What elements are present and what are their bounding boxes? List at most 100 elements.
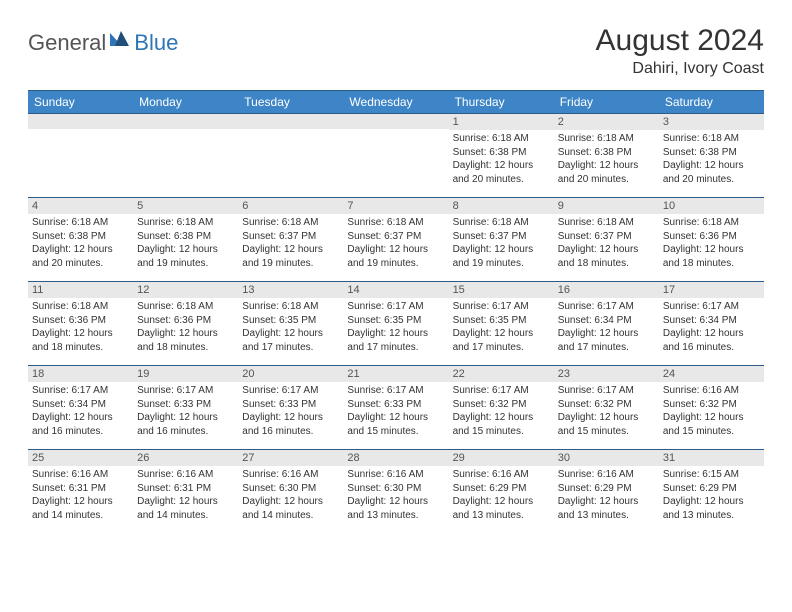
sunset-text: Sunset: 6:38 PM bbox=[453, 146, 550, 160]
sunrise-text: Sunrise: 6:17 AM bbox=[558, 384, 655, 398]
day-details: Sunrise: 6:15 AMSunset: 6:29 PMDaylight:… bbox=[659, 466, 764, 526]
day-details: Sunrise: 6:18 AMSunset: 6:37 PMDaylight:… bbox=[449, 214, 554, 274]
calendar-day-cell: 16Sunrise: 6:17 AMSunset: 6:34 PMDayligh… bbox=[554, 282, 659, 366]
calendar-day-cell: 12Sunrise: 6:18 AMSunset: 6:36 PMDayligh… bbox=[133, 282, 238, 366]
calendar-day-cell: 4Sunrise: 6:18 AMSunset: 6:38 PMDaylight… bbox=[28, 198, 133, 282]
daylight-text: Daylight: 12 hours and 16 minutes. bbox=[242, 411, 339, 438]
calendar-table: Sunday Monday Tuesday Wednesday Thursday… bbox=[28, 90, 764, 534]
calendar-day-cell: 30Sunrise: 6:16 AMSunset: 6:29 PMDayligh… bbox=[554, 450, 659, 534]
title-block: August 2024 Dahiri, Ivory Coast bbox=[596, 24, 764, 78]
sunrise-text: Sunrise: 6:18 AM bbox=[137, 216, 234, 230]
sunset-text: Sunset: 6:32 PM bbox=[663, 398, 760, 412]
sunrise-text: Sunrise: 6:17 AM bbox=[663, 300, 760, 314]
day-details: Sunrise: 6:18 AMSunset: 6:36 PMDaylight:… bbox=[28, 298, 133, 358]
day-details bbox=[28, 129, 133, 135]
calendar-day-cell: 10Sunrise: 6:18 AMSunset: 6:36 PMDayligh… bbox=[659, 198, 764, 282]
calendar-day-cell: 24Sunrise: 6:16 AMSunset: 6:32 PMDayligh… bbox=[659, 366, 764, 450]
day-details: Sunrise: 6:17 AMSunset: 6:35 PMDaylight:… bbox=[449, 298, 554, 358]
sunrise-text: Sunrise: 6:18 AM bbox=[663, 216, 760, 230]
day-details: Sunrise: 6:17 AMSunset: 6:33 PMDaylight:… bbox=[343, 382, 448, 442]
day-number: 18 bbox=[28, 366, 133, 382]
sunset-text: Sunset: 6:32 PM bbox=[453, 398, 550, 412]
weekday-header: Saturday bbox=[659, 91, 764, 114]
day-details: Sunrise: 6:18 AMSunset: 6:35 PMDaylight:… bbox=[238, 298, 343, 358]
daylight-text: Daylight: 12 hours and 14 minutes. bbox=[32, 495, 129, 522]
sunrise-text: Sunrise: 6:17 AM bbox=[347, 300, 444, 314]
day-details: Sunrise: 6:18 AMSunset: 6:36 PMDaylight:… bbox=[659, 214, 764, 274]
sunrise-text: Sunrise: 6:17 AM bbox=[453, 300, 550, 314]
daylight-text: Daylight: 12 hours and 16 minutes. bbox=[137, 411, 234, 438]
month-title: August 2024 bbox=[596, 24, 764, 58]
weekday-header: Tuesday bbox=[238, 91, 343, 114]
day-number: 6 bbox=[238, 198, 343, 214]
daylight-text: Daylight: 12 hours and 16 minutes. bbox=[663, 327, 760, 354]
weekday-header: Friday bbox=[554, 91, 659, 114]
calendar-day-cell: 13Sunrise: 6:18 AMSunset: 6:35 PMDayligh… bbox=[238, 282, 343, 366]
calendar-day-cell: 22Sunrise: 6:17 AMSunset: 6:32 PMDayligh… bbox=[449, 366, 554, 450]
brand-part2: Blue bbox=[134, 30, 178, 56]
calendar-day-cell: 17Sunrise: 6:17 AMSunset: 6:34 PMDayligh… bbox=[659, 282, 764, 366]
sunrise-text: Sunrise: 6:16 AM bbox=[32, 468, 129, 482]
day-details: Sunrise: 6:18 AMSunset: 6:37 PMDaylight:… bbox=[343, 214, 448, 274]
sunrise-text: Sunrise: 6:17 AM bbox=[453, 384, 550, 398]
daylight-text: Daylight: 12 hours and 13 minutes. bbox=[347, 495, 444, 522]
sunset-text: Sunset: 6:38 PM bbox=[137, 230, 234, 244]
sunset-text: Sunset: 6:35 PM bbox=[347, 314, 444, 328]
sunset-text: Sunset: 6:36 PM bbox=[663, 230, 760, 244]
calendar-week-row: 18Sunrise: 6:17 AMSunset: 6:34 PMDayligh… bbox=[28, 366, 764, 450]
daylight-text: Daylight: 12 hours and 17 minutes. bbox=[453, 327, 550, 354]
day-number: 20 bbox=[238, 366, 343, 382]
calendar-day-cell: 15Sunrise: 6:17 AMSunset: 6:35 PMDayligh… bbox=[449, 282, 554, 366]
calendar-day-cell: 23Sunrise: 6:17 AMSunset: 6:32 PMDayligh… bbox=[554, 366, 659, 450]
calendar-day-cell: 18Sunrise: 6:17 AMSunset: 6:34 PMDayligh… bbox=[28, 366, 133, 450]
calendar-day-cell: 1Sunrise: 6:18 AMSunset: 6:38 PMDaylight… bbox=[449, 114, 554, 198]
sunset-text: Sunset: 6:37 PM bbox=[453, 230, 550, 244]
calendar-day-cell: 29Sunrise: 6:16 AMSunset: 6:29 PMDayligh… bbox=[449, 450, 554, 534]
brand-part1: General bbox=[28, 30, 106, 56]
day-details bbox=[238, 129, 343, 135]
sunset-text: Sunset: 6:38 PM bbox=[558, 146, 655, 160]
daylight-text: Daylight: 12 hours and 14 minutes. bbox=[137, 495, 234, 522]
day-number bbox=[238, 114, 343, 129]
calendar-day-cell: 11Sunrise: 6:18 AMSunset: 6:36 PMDayligh… bbox=[28, 282, 133, 366]
day-number: 7 bbox=[343, 198, 448, 214]
day-number: 12 bbox=[133, 282, 238, 298]
day-number: 19 bbox=[133, 366, 238, 382]
daylight-text: Daylight: 12 hours and 13 minutes. bbox=[663, 495, 760, 522]
sunrise-text: Sunrise: 6:18 AM bbox=[453, 216, 550, 230]
sunset-text: Sunset: 6:38 PM bbox=[663, 146, 760, 160]
day-details: Sunrise: 6:17 AMSunset: 6:34 PMDaylight:… bbox=[659, 298, 764, 358]
sunrise-text: Sunrise: 6:18 AM bbox=[137, 300, 234, 314]
day-number: 16 bbox=[554, 282, 659, 298]
sunset-text: Sunset: 6:35 PM bbox=[242, 314, 339, 328]
daylight-text: Daylight: 12 hours and 15 minutes. bbox=[558, 411, 655, 438]
sunset-text: Sunset: 6:31 PM bbox=[32, 482, 129, 496]
day-number bbox=[343, 114, 448, 129]
day-number: 4 bbox=[28, 198, 133, 214]
day-number: 23 bbox=[554, 366, 659, 382]
day-number: 3 bbox=[659, 114, 764, 130]
day-details: Sunrise: 6:18 AMSunset: 6:38 PMDaylight:… bbox=[554, 130, 659, 190]
calendar-day-cell bbox=[133, 114, 238, 198]
sunset-text: Sunset: 6:33 PM bbox=[347, 398, 444, 412]
day-details: Sunrise: 6:16 AMSunset: 6:32 PMDaylight:… bbox=[659, 382, 764, 442]
calendar-week-row: 1Sunrise: 6:18 AMSunset: 6:38 PMDaylight… bbox=[28, 114, 764, 198]
day-number: 21 bbox=[343, 366, 448, 382]
sunset-text: Sunset: 6:37 PM bbox=[242, 230, 339, 244]
day-number bbox=[133, 114, 238, 129]
weekday-header: Monday bbox=[133, 91, 238, 114]
day-number: 29 bbox=[449, 450, 554, 466]
sunset-text: Sunset: 6:34 PM bbox=[663, 314, 760, 328]
calendar-day-cell: 26Sunrise: 6:16 AMSunset: 6:31 PMDayligh… bbox=[133, 450, 238, 534]
sunrise-text: Sunrise: 6:16 AM bbox=[663, 384, 760, 398]
calendar-week-row: 11Sunrise: 6:18 AMSunset: 6:36 PMDayligh… bbox=[28, 282, 764, 366]
weekday-header: Sunday bbox=[28, 91, 133, 114]
sunset-text: Sunset: 6:36 PM bbox=[32, 314, 129, 328]
calendar-day-cell: 2Sunrise: 6:18 AMSunset: 6:38 PMDaylight… bbox=[554, 114, 659, 198]
calendar-week-row: 25Sunrise: 6:16 AMSunset: 6:31 PMDayligh… bbox=[28, 450, 764, 534]
sunrise-text: Sunrise: 6:18 AM bbox=[32, 216, 129, 230]
day-number: 1 bbox=[449, 114, 554, 130]
page-header: General Blue August 2024 Dahiri, Ivory C… bbox=[28, 24, 764, 78]
day-number: 5 bbox=[133, 198, 238, 214]
weekday-header-row: Sunday Monday Tuesday Wednesday Thursday… bbox=[28, 91, 764, 114]
